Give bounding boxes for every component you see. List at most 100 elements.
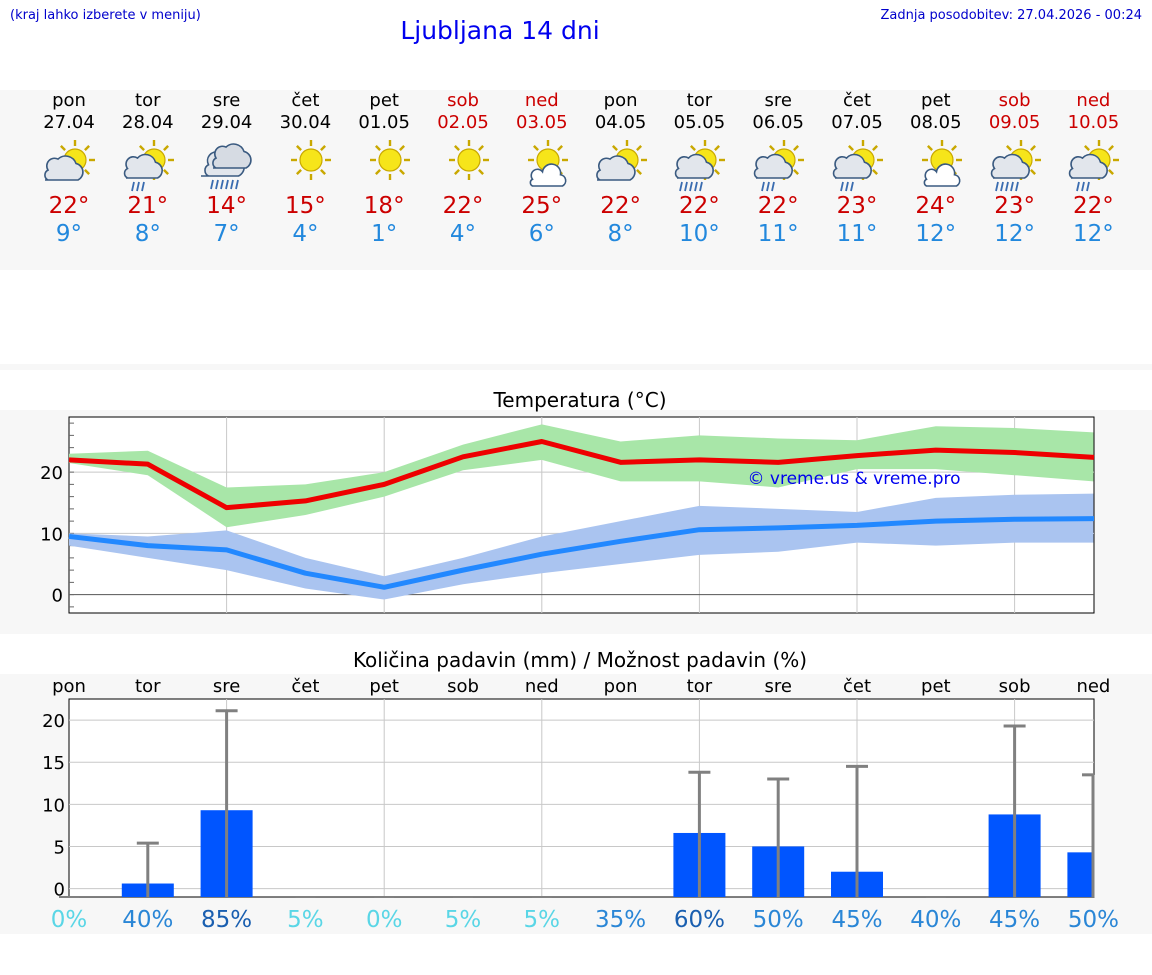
precipitation-probability: 85% [201, 907, 252, 933]
precipitation-day-label: sre [213, 676, 240, 697]
precipitation-day-label: tor [687, 676, 713, 697]
sun-heavy-rain-icon [985, 138, 1045, 194]
day-date: 02.05 [437, 112, 489, 133]
max-temperature: 18° [363, 193, 405, 219]
temperature-max-line [68, 439, 1095, 511]
precipitation-day-label: pon [52, 676, 86, 697]
day-name: sob [447, 90, 479, 111]
day-date: 04.05 [594, 112, 647, 133]
partly-cloudy-icon [39, 138, 99, 194]
precipitation-probability: 45% [831, 907, 882, 933]
day-column: ned 03.05 25° 6° [502, 90, 582, 248]
day-date: 29.04 [200, 112, 253, 133]
precipitation-probability: 5% [445, 907, 482, 933]
min-temperature: 6° [528, 221, 555, 247]
day-name: čet [842, 90, 872, 111]
day-date: 09.05 [988, 112, 1041, 133]
min-temperature: 9° [55, 221, 83, 247]
day-column: sob 02.05 22° 4° [423, 90, 503, 248]
precipitation-day-label: tor [135, 676, 161, 697]
temperature-min-line [68, 516, 1095, 590]
day-name: sob [998, 90, 1031, 111]
min-temperature: 12° [915, 221, 957, 247]
precipitation-bar [1067, 852, 1094, 897]
sun-rain-icon [748, 138, 808, 194]
page-title: Ljubljana 14 dni [400, 16, 600, 45]
precipitation-day-label: pet [369, 676, 399, 697]
day-name: pet [369, 90, 399, 111]
precipitation-day-label: sre [764, 676, 791, 697]
day-column: ned 10.05 22° 12° [1053, 90, 1133, 248]
separator [0, 364, 1152, 370]
max-temperature: 22° [757, 193, 799, 219]
precipitation-day-label: ned [1076, 676, 1110, 697]
day-name: pon [52, 90, 86, 111]
day-column: čet 30.04 15° 4° [265, 90, 345, 248]
precipitation-day-label: sob [999, 676, 1031, 697]
min-temperature: 7° [213, 221, 240, 247]
day-column: sob 09.05 23° 12° [975, 90, 1055, 248]
day-name: sre [764, 90, 792, 111]
sun-small-cloud-icon [512, 138, 572, 194]
sun-icon [354, 138, 414, 194]
day-date: 28.04 [122, 112, 174, 133]
day-name: pon [603, 90, 638, 111]
precipitation-day-label: sob [447, 676, 479, 697]
day-column: sre 29.04 14° 7° [187, 90, 267, 248]
temperature-y-tick-label: 10 [40, 524, 63, 545]
precipitation-probability: 50% [1068, 907, 1119, 933]
partly-cloudy-icon [591, 138, 651, 194]
min-temperature: 8° [607, 221, 634, 247]
precipitation-y-tick-label: 5 [54, 837, 65, 858]
temperature-y-tick-label: 20 [40, 463, 63, 484]
max-temperature: 15° [285, 193, 326, 219]
location-hint: (kraj lahko izberete v meniju) [10, 8, 201, 23]
sun-small-cloud-icon [906, 138, 966, 194]
precipitation-probability: 45% [989, 907, 1040, 933]
day-name: čet [291, 90, 320, 111]
sun-heavy-rain-icon [669, 138, 729, 194]
precipitation-day-label: čet [291, 676, 319, 697]
day-name: ned [524, 90, 559, 111]
min-temperature: 12° [994, 221, 1035, 247]
precipitation-chart-title: Količina padavin (mm) / Možnost padavin … [352, 648, 808, 672]
day-name: tor [686, 90, 713, 111]
min-temperature: 10° [679, 221, 720, 247]
day-column: tor 28.04 21° 8° [108, 90, 188, 248]
precipitation-day-label: ned [525, 676, 559, 697]
max-temperature: 22° [679, 193, 720, 219]
day-column: pon 27.04 22° 9° [29, 90, 109, 248]
precipitation-probability: 35% [595, 907, 646, 933]
max-temperature: 21° [127, 193, 169, 219]
temperature-max-range-band [69, 424, 1094, 528]
max-temperature: 24° [915, 193, 957, 219]
precipitation-y-tick-label: 10 [42, 795, 65, 816]
day-name: ned [1076, 90, 1111, 111]
sun-rain-icon [118, 138, 178, 194]
cloud-rain-icon [197, 138, 257, 194]
precipitation-day-label: pon [604, 676, 638, 697]
sun-rain-icon [827, 138, 887, 194]
day-date: 01.05 [358, 112, 410, 133]
min-temperature: 4° [292, 221, 319, 247]
min-temperature: 11° [836, 221, 878, 247]
day-date: 27.04 [43, 112, 95, 133]
sun-rain-icon [1063, 138, 1123, 194]
max-temperature: 14° [206, 193, 247, 219]
precipitation-probability: 40% [910, 907, 961, 933]
day-date: 06.05 [752, 112, 804, 133]
precipitation-probability: 0% [366, 907, 403, 933]
precipitation-y-tick-label: 20 [42, 711, 65, 732]
temperature-y-tick-label: 0 [52, 586, 63, 607]
max-temperature: 23° [836, 193, 878, 219]
day-date: 10.05 [1067, 112, 1120, 133]
day-name: sre [212, 90, 241, 111]
day-column: pet 01.05 18° 1° [344, 90, 424, 248]
max-temperature: 22° [48, 193, 90, 219]
precipitation-day-label: čet [843, 676, 871, 697]
day-column: čet 07.05 23° 11° [817, 90, 897, 248]
min-temperature: 1° [371, 221, 398, 247]
precipitation-probability: 60% [674, 907, 725, 933]
day-column: pet 08.05 24° 12° [896, 90, 976, 248]
min-temperature: 12° [1073, 221, 1114, 247]
